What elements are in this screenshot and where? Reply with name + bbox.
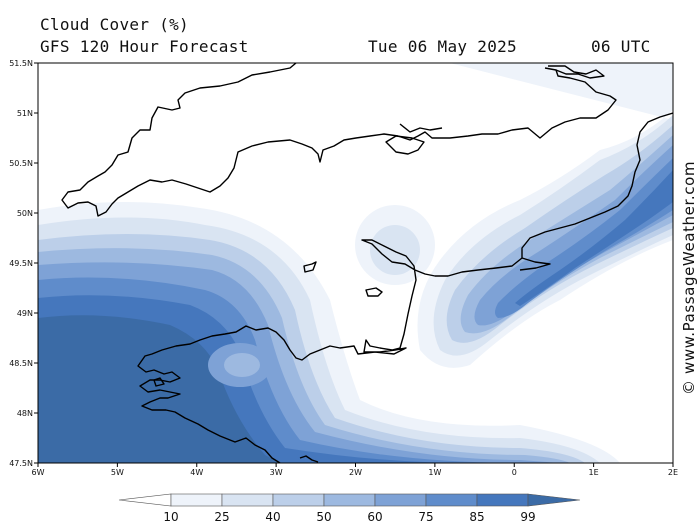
coast-thames [548,65,605,79]
forecast-subtitle: GFS 120 Hour Forecast [40,37,249,56]
legend-cell [272,493,325,507]
legend-label: 50 [316,510,331,524]
lat-tick-label: 50.5N [9,159,33,168]
map-title: Cloud Cover (%) [40,15,189,34]
lat-tick-label: 47.5N [9,459,33,468]
legend-cell [221,493,274,507]
legend-label: 85 [469,510,484,524]
lon-tick-label: 6W [32,468,45,477]
legend-label: 99 [520,510,535,524]
legend-cell [374,493,427,507]
lon-tick-label: 0 [512,468,517,477]
lat-tick-label: 51N [17,109,33,118]
legend-cell-high [527,493,581,507]
lat-tick-label: 48N [17,409,33,418]
lat-tick-label: 49.5N [9,259,33,268]
legend-label: 75 [418,510,433,524]
coast-le-havre [519,257,551,271]
coast-morbihan [299,455,319,463]
legend-label: 10 [163,510,178,524]
legend-cell-low [118,493,172,507]
legend-cell [323,493,376,507]
coast-france-north [137,112,673,463]
coast-guernsey [303,261,317,273]
coastlines [61,63,673,463]
legend-label: 40 [265,510,280,524]
legend-cells [118,493,581,507]
legend-labels: 10 25 40 50 60 75 85 99 [163,510,535,524]
lon-tick-label: 2W [349,468,362,477]
lat-tick-label: 48.5N [9,359,33,368]
lon-tick-label: 3W [270,468,283,477]
legend-label: 25 [214,510,229,524]
lon-tick-label: 4W [190,468,203,477]
legend-cell [170,493,223,507]
coast-jersey [365,287,383,297]
forecast-date: Tue 06 May 2025 [368,37,517,56]
forecast-time: 06 UTC [591,37,651,56]
lat-tick-label: 50N [17,209,33,218]
cloud-band-99 [38,315,280,463]
lat-tick-label: 51.5N [9,59,33,68]
coast-solent [399,123,443,133]
coast-isles [153,377,165,387]
lon-tick-label: 1E [589,468,599,477]
cloud-gap-core [224,353,260,377]
lat-axis: 51.5N 51N 50.5N 50N 49.5N 49N 48.5N 48N 47.5N [9,59,38,468]
lon-axis: 6W 5W 4W 3W 2W 1W 0 1E 2E [32,463,678,477]
legend-cell [425,493,478,507]
lon-tick-label: 5W [111,468,124,477]
lat-tick-label: 49N [17,309,33,318]
coast-england-south [61,63,617,217]
legend-label: 60 [367,510,382,524]
legend-cell [476,493,529,507]
coast-isle-of-wight [385,135,425,155]
lon-tick-label: 1W [428,468,441,477]
lon-tick-label: 2E [668,468,678,477]
